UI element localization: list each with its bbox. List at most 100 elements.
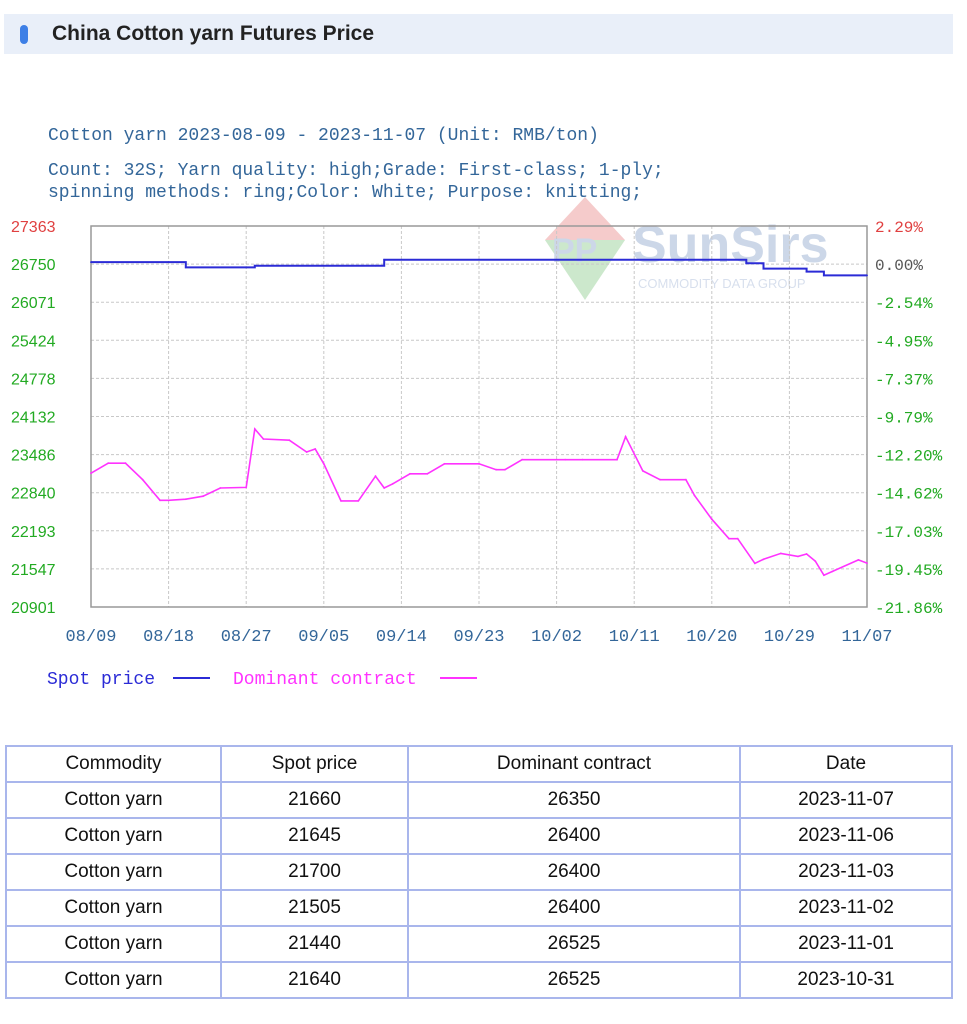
x-tick-label: 08/18 xyxy=(143,628,194,647)
data-point-dominant-contract xyxy=(823,574,825,577)
cell-dominant-contract: 26400 xyxy=(407,853,741,891)
data-point-dominant-contract xyxy=(184,498,187,501)
column-header-spot-price: Spot price xyxy=(220,745,409,783)
data-point-spot-price xyxy=(383,258,386,261)
cell-dominant-contract: 26400 xyxy=(407,817,741,855)
data-point-dominant-contract xyxy=(728,537,730,540)
data-point-dominant-contract xyxy=(253,428,256,430)
cell-dominant-contract: 26525 xyxy=(407,925,741,963)
chart-grid xyxy=(91,226,867,607)
data-point-spot-price xyxy=(253,264,256,267)
y-axis-left: 27363 26750 26071 25424 24778 24132 23486 22840… xyxy=(11,219,56,617)
data-point-dominant-contract xyxy=(797,555,799,558)
data-point-spot-price xyxy=(184,266,187,269)
data-point-dominant-contract xyxy=(383,487,386,489)
cell-dominant-contract: 26525 xyxy=(407,961,741,999)
cell-commodity: Cotton yarn xyxy=(5,889,222,927)
data-point-spot-price xyxy=(245,266,248,269)
y-left-tick-label: 27363 xyxy=(11,219,56,236)
table-row: Cotton yarn 21700 26400 2023-11-03 xyxy=(5,853,953,891)
y-left-tick-label: 20901 xyxy=(11,600,56,617)
column-header-commodity: Commodity xyxy=(5,745,222,783)
cell-commodity: Cotton yarn xyxy=(5,781,222,819)
cell-commodity: Cotton yarn xyxy=(5,961,222,999)
legend-label-dominant-contract: Dominant contract xyxy=(233,670,417,690)
price-chart: Cotton yarn 2023-08-09 - 2023-11-07 (Uni… xyxy=(0,110,967,700)
data-point-dominant-contract xyxy=(288,439,291,442)
y-right-tick-label: 2.29% xyxy=(875,219,923,237)
x-tick-label: 09/05 xyxy=(298,628,349,647)
chart-series xyxy=(90,258,868,577)
y-left-tick-label: 26750 xyxy=(11,257,56,274)
table-row: Cotton yarn 21645 26400 2023-11-06 xyxy=(5,817,953,855)
data-point-dominant-contract xyxy=(391,482,394,485)
data-point-dominant-contract xyxy=(831,570,834,573)
data-point-dominant-contract xyxy=(245,486,248,489)
data-point-dominant-contract xyxy=(202,495,205,498)
cell-commodity: Cotton yarn xyxy=(5,925,222,963)
cell-commodity: Cotton yarn xyxy=(5,853,222,891)
data-point-spot-price xyxy=(374,264,377,267)
page-header: China Cotton yarn Futures Price xyxy=(4,14,953,54)
cell-spot-price: 21440 xyxy=(220,925,409,963)
x-tick-label: 10/02 xyxy=(531,628,582,647)
x-tick-label: 11/07 xyxy=(841,628,892,647)
cell-spot-price: 21700 xyxy=(220,853,409,891)
y-left-tick-label: 22193 xyxy=(11,524,56,541)
data-point-dominant-contract xyxy=(762,558,765,561)
data-point-dominant-contract xyxy=(814,560,817,562)
x-axis: 08/09 08/18 08/27 09/05 09/14 09/23 10/02 10/11… xyxy=(65,628,892,647)
data-point-dominant-contract xyxy=(857,559,860,561)
table-row: Cotton yarn 21640 26525 2023-10-31 xyxy=(5,961,953,999)
data-point-spot-price xyxy=(90,261,92,263)
table-row: Cotton yarn 21660 26350 2023-11-07 xyxy=(5,781,953,819)
data-point-dominant-contract xyxy=(124,462,127,465)
data-point-dominant-contract xyxy=(141,478,144,481)
cell-spot-price: 21660 xyxy=(220,781,409,819)
data-point-dominant-contract xyxy=(374,475,377,478)
data-point-dominant-contract xyxy=(564,458,567,461)
data-point-dominant-contract xyxy=(478,462,480,465)
y-right-tick-label: -9.79% xyxy=(875,410,933,428)
data-point-dominant-contract xyxy=(736,537,739,540)
y-left-tick-label: 24778 xyxy=(11,371,56,388)
cell-date: 2023-11-01 xyxy=(739,925,953,963)
legend-label-spot-price: Spot price xyxy=(47,670,155,690)
data-point-dominant-contract xyxy=(805,553,808,555)
watermark-brand: SunSirs xyxy=(632,216,829,274)
y-left-tick-label: 24132 xyxy=(11,410,56,427)
x-tick-label: 08/27 xyxy=(221,628,272,647)
data-point-dominant-contract xyxy=(357,500,360,502)
data-point-dominant-contract xyxy=(754,562,756,565)
data-point-dominant-contract xyxy=(90,472,92,475)
data-point-spot-price xyxy=(167,261,170,263)
data-point-dominant-contract xyxy=(659,478,661,481)
data-point-dominant-contract xyxy=(495,468,498,471)
chart-subtitle-line-1: Cotton yarn 2023-08-09 - 2023-11-07 (Uni… xyxy=(48,126,599,146)
data-point-spot-price xyxy=(866,274,868,277)
data-point-dominant-contract xyxy=(340,500,342,502)
cell-commodity: Cotton yarn xyxy=(5,817,222,855)
cell-date: 2023-11-02 xyxy=(739,889,953,927)
y-left-tick-label: 22840 xyxy=(11,486,56,503)
data-point-dominant-contract xyxy=(322,462,325,465)
data-point-dominant-contract xyxy=(305,451,308,453)
y-right-tick-label: 0.00% xyxy=(875,257,923,275)
y-right-tick-label: -12.20% xyxy=(875,448,943,466)
data-point-dominant-contract xyxy=(314,448,317,450)
table-header-row: Commodity Spot price Dominant contract D… xyxy=(5,745,953,783)
data-point-dominant-contract xyxy=(581,458,584,461)
y-left-tick-label: 26071 xyxy=(11,295,56,312)
y-right-tick-label: -21.86% xyxy=(875,600,943,618)
data-point-dominant-contract xyxy=(685,478,687,481)
x-tick-label: 09/14 xyxy=(376,628,427,647)
y-left-tick-label: 21547 xyxy=(11,562,56,579)
x-tick-label: 08/09 xyxy=(65,628,116,647)
data-point-spot-price xyxy=(797,267,799,270)
data-point-dominant-contract xyxy=(693,494,696,497)
cell-date: 2023-11-07 xyxy=(739,781,953,819)
x-tick-label: 10/29 xyxy=(764,628,815,647)
plot-frame xyxy=(90,225,868,608)
cell-dominant-contract: 26400 xyxy=(407,889,741,927)
x-tick-label: 10/20 xyxy=(686,628,737,647)
